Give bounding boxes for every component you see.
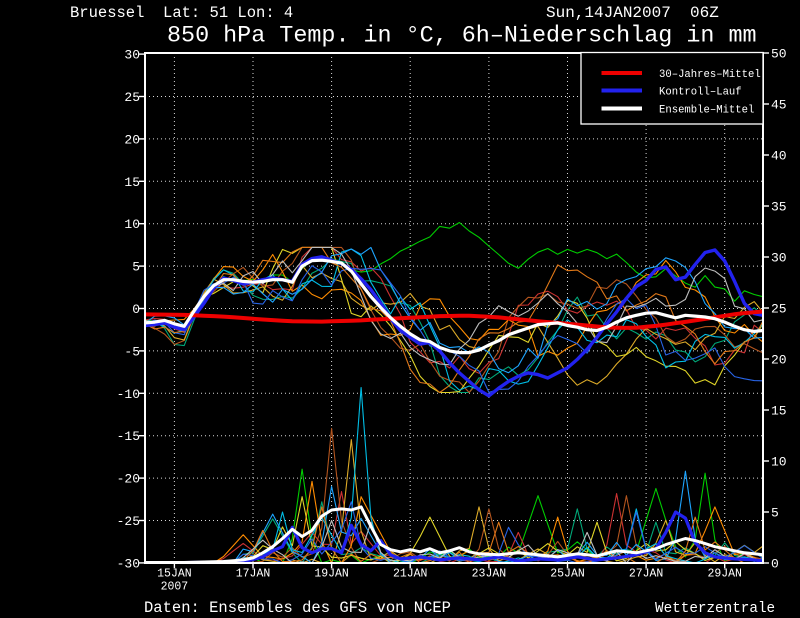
svg-text:35: 35: [771, 200, 787, 215]
svg-text:2007: 2007: [161, 581, 189, 594]
svg-text:15: 15: [124, 175, 140, 190]
svg-text:45: 45: [771, 98, 787, 113]
svg-text:30: 30: [124, 48, 140, 63]
svg-text:25: 25: [771, 302, 787, 317]
svg-text:-5: -5: [124, 344, 140, 359]
svg-text:Bruessel Lat: 51 Lon: 4: Bruessel Lat: 51 Lon: 4: [70, 4, 293, 22]
svg-text:20: 20: [771, 353, 787, 368]
svg-text:50: 50: [771, 47, 787, 62]
svg-text:25: 25: [124, 90, 140, 105]
svg-text:10: 10: [124, 217, 140, 232]
svg-text:30–Jahres–Mittel: 30–Jahres–Mittel: [659, 69, 761, 81]
svg-text:Kontroll–Lauf: Kontroll–Lauf: [659, 86, 742, 98]
svg-text:0: 0: [132, 302, 140, 317]
svg-text:23JAN: 23JAN: [472, 568, 507, 581]
svg-text:19JAN: 19JAN: [314, 568, 349, 581]
svg-text:Sun,14JAN2007 06Z: Sun,14JAN2007 06Z: [546, 4, 719, 22]
svg-text:0: 0: [771, 557, 779, 572]
svg-text:20: 20: [124, 132, 140, 147]
svg-text:Ensemble–Mittel: Ensemble–Mittel: [659, 104, 754, 116]
svg-text:30: 30: [771, 251, 787, 266]
svg-text:21JAN: 21JAN: [393, 568, 428, 581]
svg-text:25JAN: 25JAN: [550, 568, 585, 581]
svg-text:-20: -20: [117, 472, 140, 487]
svg-text:Wetterzentrale: Wetterzentrale: [655, 601, 775, 617]
svg-text:17JAN: 17JAN: [236, 568, 271, 581]
svg-text:15JAN: 15JAN: [157, 568, 192, 581]
svg-text:27JAN: 27JAN: [629, 568, 664, 581]
svg-text:40: 40: [771, 149, 787, 164]
svg-text:850 hPa Temp. in °C, 6h–Nieder: 850 hPa Temp. in °C, 6h–Niederschlag in …: [167, 24, 757, 50]
svg-text:-30: -30: [117, 556, 140, 571]
svg-text:-10: -10: [117, 387, 140, 402]
svg-text:15: 15: [771, 404, 787, 419]
svg-text:-15: -15: [117, 429, 140, 444]
svg-text:5: 5: [771, 506, 779, 521]
svg-text:29JAN: 29JAN: [707, 568, 742, 581]
svg-text:-25: -25: [117, 514, 140, 529]
svg-text:5: 5: [132, 260, 140, 275]
svg-text:Daten: Ensembles des GFS von N: Daten: Ensembles des GFS von NCEP: [144, 599, 451, 617]
svg-text:10: 10: [771, 455, 787, 470]
